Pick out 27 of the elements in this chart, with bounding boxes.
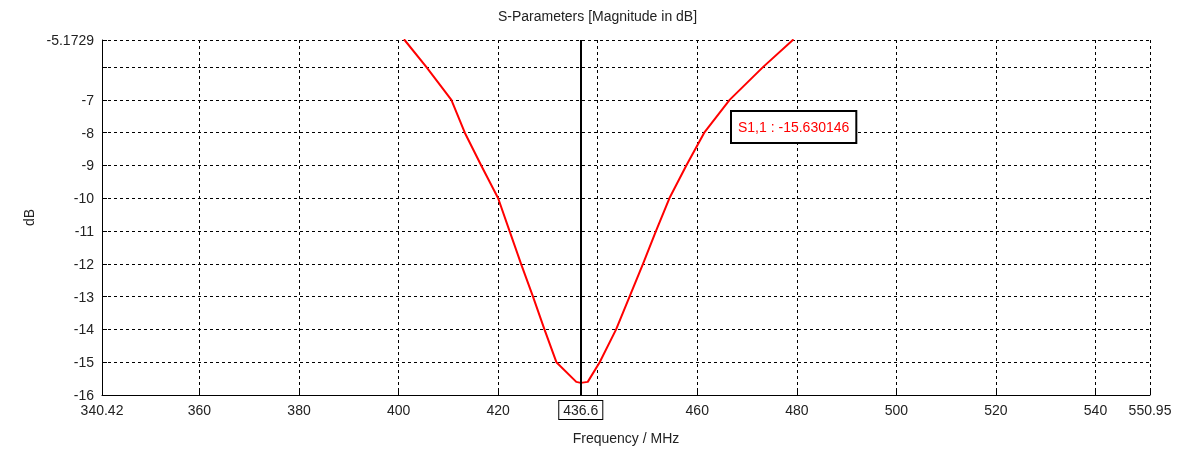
- x-tick-label: 500: [884, 402, 909, 418]
- y-tick-label: -10: [73, 190, 95, 207]
- y-tick-label: -7: [81, 91, 95, 108]
- y-tick-label: -8: [81, 124, 95, 141]
- x-tick-label: 420: [486, 402, 511, 418]
- y-tick-label: -14: [73, 321, 95, 338]
- chart-title: S-Parameters [Magnitude in dB]: [497, 8, 698, 24]
- annotation: S1,1 : -15.630146: [738, 119, 850, 135]
- x-tick-label: 360: [187, 402, 212, 418]
- x-tick-label: 520: [984, 402, 1008, 418]
- y-tick-label: -11: [74, 223, 95, 240]
- y-tick-label: -12: [73, 255, 95, 272]
- y-tick-label: -15: [73, 354, 95, 371]
- y-tick-label: -13: [73, 288, 95, 305]
- x-tick-label: 340.42: [80, 402, 124, 418]
- x-tick-label: 380: [287, 402, 311, 418]
- ref-line-label: 436.6: [563, 402, 599, 418]
- x-tick-label: 480: [785, 402, 809, 418]
- y-tick-label: -5.1729: [46, 32, 95, 48]
- x-tick-label: 550.95: [1128, 402, 1172, 418]
- x-axis-title: Frequency / MHz: [572, 430, 680, 446]
- x-tick-label: 400: [386, 402, 411, 418]
- y-tick-label: -9: [81, 157, 95, 174]
- x-tick-label: 460: [685, 402, 710, 418]
- x-tick-label: 540: [1083, 402, 1108, 418]
- y-tick-label: -16: [73, 387, 95, 403]
- y-axis-title: dB: [20, 208, 37, 227]
